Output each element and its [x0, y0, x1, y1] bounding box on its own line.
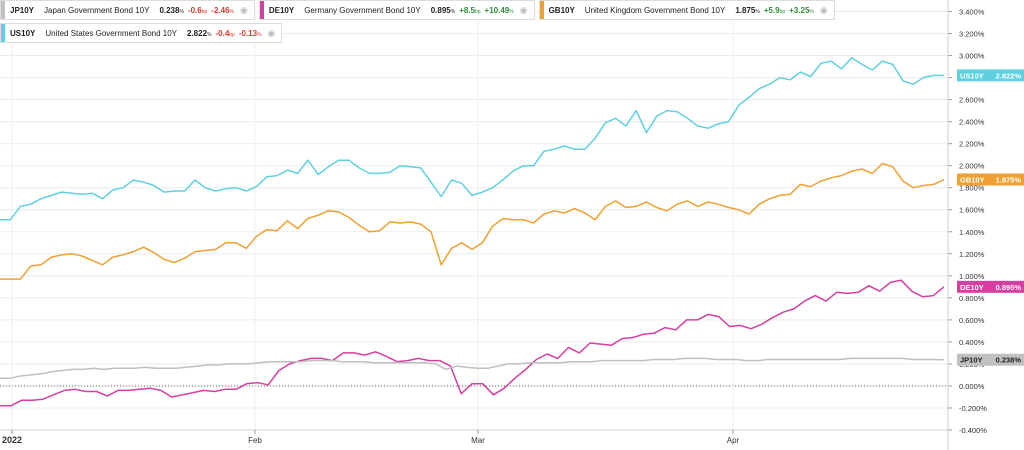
y-tick-label: 1.200% [959, 250, 985, 259]
legend-swatch [259, 1, 264, 19]
tag-symbol: GB10Y [960, 175, 985, 184]
tag-symbol: US10Y [960, 71, 984, 80]
legend-change-bp: +5.9bp [763, 5, 786, 15]
legend-value: 0.895% [430, 5, 456, 15]
eye-icon[interactable]: ◉ [267, 27, 276, 38]
last-value-tags: US10Y 2.822% GB10Y 1.875% DE10Y 0.895% JP10Y 0.… [957, 69, 1024, 366]
legend-bond-name: Japan Government Bond 10Y [44, 5, 150, 15]
tag-value: 0.238% [996, 356, 1022, 365]
legend-value: 1.875% [735, 5, 760, 15]
legend-symbol: US10Y [10, 28, 36, 38]
last-value-tag-gb10y: GB10Y 1.875% [957, 173, 1024, 186]
y-tick-label: 3.200% [959, 30, 985, 39]
x-tick-label: Feb [248, 436, 262, 445]
legend-bond-name: United Kingdom Government Bond 10Y [584, 5, 726, 15]
eye-icon[interactable]: ◉ [239, 4, 248, 15]
legend-value: 2.822% [187, 28, 212, 38]
legend-swatch [1, 1, 5, 19]
legend-row-top: JP10Y Japan Government Bond 10Y 0.238% -0.6… [0, 0, 839, 20]
last-value-tag-de10y: DE10Y 0.895% [957, 280, 1024, 293]
legend-item-de10y[interactable]: DE10Y Germany Government Bond 10Y 0.895% +8… [258, 0, 535, 20]
legend-symbol: GB10Y [548, 5, 575, 15]
x-tick-label: Mar [471, 436, 485, 445]
y-tick-label: 0.600% [959, 316, 985, 325]
y-tick-label: 1.000% [959, 272, 985, 281]
legend-bond-name: Germany Government Bond 10Y [304, 5, 421, 15]
y-tick-label: -0.400% [959, 426, 987, 435]
y-tick-label: 0.400% [959, 338, 985, 347]
eye-icon[interactable]: ◉ [519, 4, 528, 15]
grid-lines [0, 6, 948, 431]
y-tick-label: 2.200% [959, 140, 985, 149]
legend-row-bottom: US10Y United States Government Bond 10Y 2.… [0, 23, 286, 43]
legend-change-pct: +3.25% [789, 5, 814, 15]
x-tick-label: Apr [727, 436, 740, 445]
legend-swatch [1, 24, 5, 42]
series-lines [0, 57, 945, 407]
y-tick-label: 2.600% [959, 96, 985, 105]
tag-value: 1.875% [996, 175, 1022, 184]
legend-symbol: DE10Y [268, 5, 295, 15]
series-line-jp10y [0, 357, 945, 379]
y-tick-label: 3.400% [959, 8, 985, 17]
legend-bond-name: United States Government Bond 10Y [45, 28, 177, 38]
legend-change-pct: +10.49% [484, 5, 514, 15]
x-tick-label: 2022 [2, 435, 22, 445]
legend-change-pct: -0.13% [238, 28, 262, 38]
last-value-tag-jp10y: JP10Y 0.238% [957, 353, 1024, 366]
series-line-de10y [0, 279, 945, 407]
last-value-tag-us10y: US10Y 2.822% [957, 69, 1024, 82]
y-tick-label: 0.000% [959, 382, 985, 391]
y-tick-label: -0.200% [959, 404, 987, 413]
series-line-gb10y [0, 162, 945, 280]
legend-value: 0.238% [159, 5, 184, 15]
series-line-us10y [0, 57, 944, 221]
y-tick-label: 0.800% [959, 294, 985, 303]
y-axis: 3.400%3.200%3.000%2.800%2.600%2.400%2.20… [947, 0, 987, 450]
y-tick-label: 2.400% [959, 118, 985, 127]
tag-value: 0.895% [996, 283, 1022, 292]
legend-swatch [539, 1, 544, 19]
legend-change-pct: -2.46% [211, 5, 234, 15]
tag-value: 2.822% [996, 71, 1022, 80]
y-tick-label: 1.800% [959, 184, 985, 193]
legend-change-bp: -0.4bp [215, 28, 235, 38]
legend-change-bp: +8.5bp [459, 5, 481, 15]
x-axis: 2022 Feb Mar Apr [0, 429, 948, 445]
eye-icon[interactable]: ◉ [819, 4, 828, 15]
legend-item-jp10y[interactable]: JP10Y Japan Government Bond 10Y 0.238% -0.6… [0, 0, 255, 20]
legend-item-gb10y[interactable]: GB10Y United Kingdom Government Bond 10Y 1… [538, 0, 835, 20]
y-tick-label: 1.400% [959, 228, 985, 237]
tag-symbol: DE10Y [960, 283, 984, 292]
legend-change-bp: -0.6bp [187, 5, 208, 15]
y-tick-label: 2.000% [959, 162, 985, 171]
tag-symbol: JP10Y [960, 356, 983, 365]
y-tick-label: 3.000% [959, 52, 985, 61]
legend-symbol: JP10Y [10, 5, 35, 15]
legend-item-us10y[interactable]: US10Y United States Government Bond 10Y 2.… [0, 23, 283, 43]
y-tick-label: 1.600% [959, 206, 985, 215]
